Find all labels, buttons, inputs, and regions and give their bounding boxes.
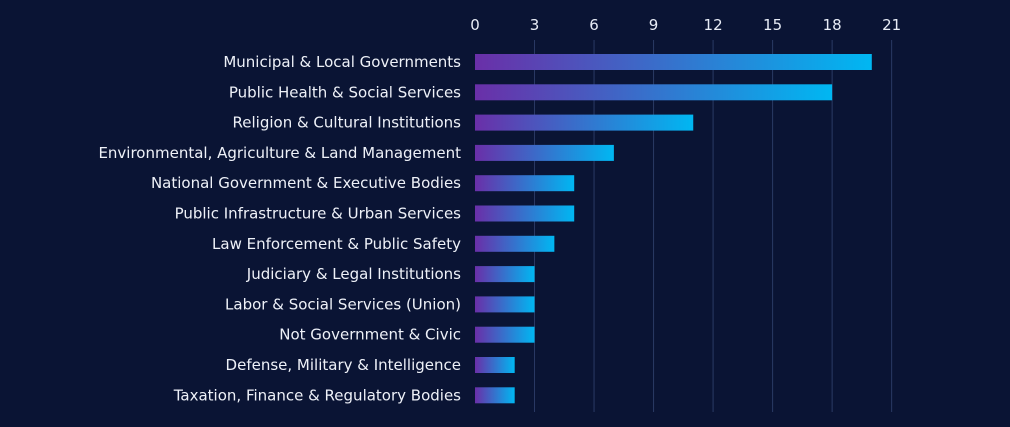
- category-labels: Municipal & Local Governments Public Heal…: [98, 53, 461, 404]
- bar: [475, 175, 575, 192]
- category-label: Environmental, Agriculture & Land Manage…: [98, 144, 461, 162]
- category-label: Public Infrastructure & Urban Services: [175, 205, 462, 223]
- x-tick-label: 18: [823, 16, 842, 34]
- category-label: Labor & Social Services (Union): [225, 295, 461, 313]
- x-tick-label: 15: [763, 16, 782, 34]
- bar: [475, 296, 535, 313]
- x-tick-label: 6: [589, 16, 599, 34]
- bars: [475, 54, 872, 404]
- x-tick-label: 21: [882, 16, 901, 34]
- x-tick-label: 3: [530, 16, 540, 34]
- category-label: Judiciary & Legal Institutions: [246, 265, 461, 283]
- category-label: Not Government & Civic: [279, 326, 461, 344]
- bar: [475, 266, 535, 283]
- category-label: Law Enforcement & Public Safety: [212, 235, 461, 253]
- category-label: Municipal & Local Governments: [223, 53, 461, 71]
- bar: [475, 114, 694, 131]
- bar: [475, 84, 833, 101]
- bar: [475, 387, 515, 404]
- category-label: Public Health & Social Services: [229, 83, 461, 101]
- category-label: Religion & Cultural Institutions: [233, 114, 462, 132]
- x-axis-ticks: 0 3 6 9 12 15 18 21: [470, 16, 901, 34]
- bar: [475, 54, 872, 70]
- category-label: Taxation, Finance & Regulatory Bodies: [173, 386, 461, 404]
- bar: [475, 144, 614, 161]
- x-tick-label: 0: [470, 16, 480, 34]
- bar: [475, 357, 515, 373]
- grid-layer: [534, 40, 893, 412]
- bar: [475, 235, 555, 252]
- bar: [475, 326, 535, 343]
- x-tick-label: 12: [704, 16, 723, 34]
- bar: [475, 205, 575, 222]
- x-tick-label: 9: [649, 16, 659, 34]
- category-label: National Government & Executive Bodies: [151, 174, 461, 192]
- category-label: Defense, Military & Intelligence: [226, 356, 461, 374]
